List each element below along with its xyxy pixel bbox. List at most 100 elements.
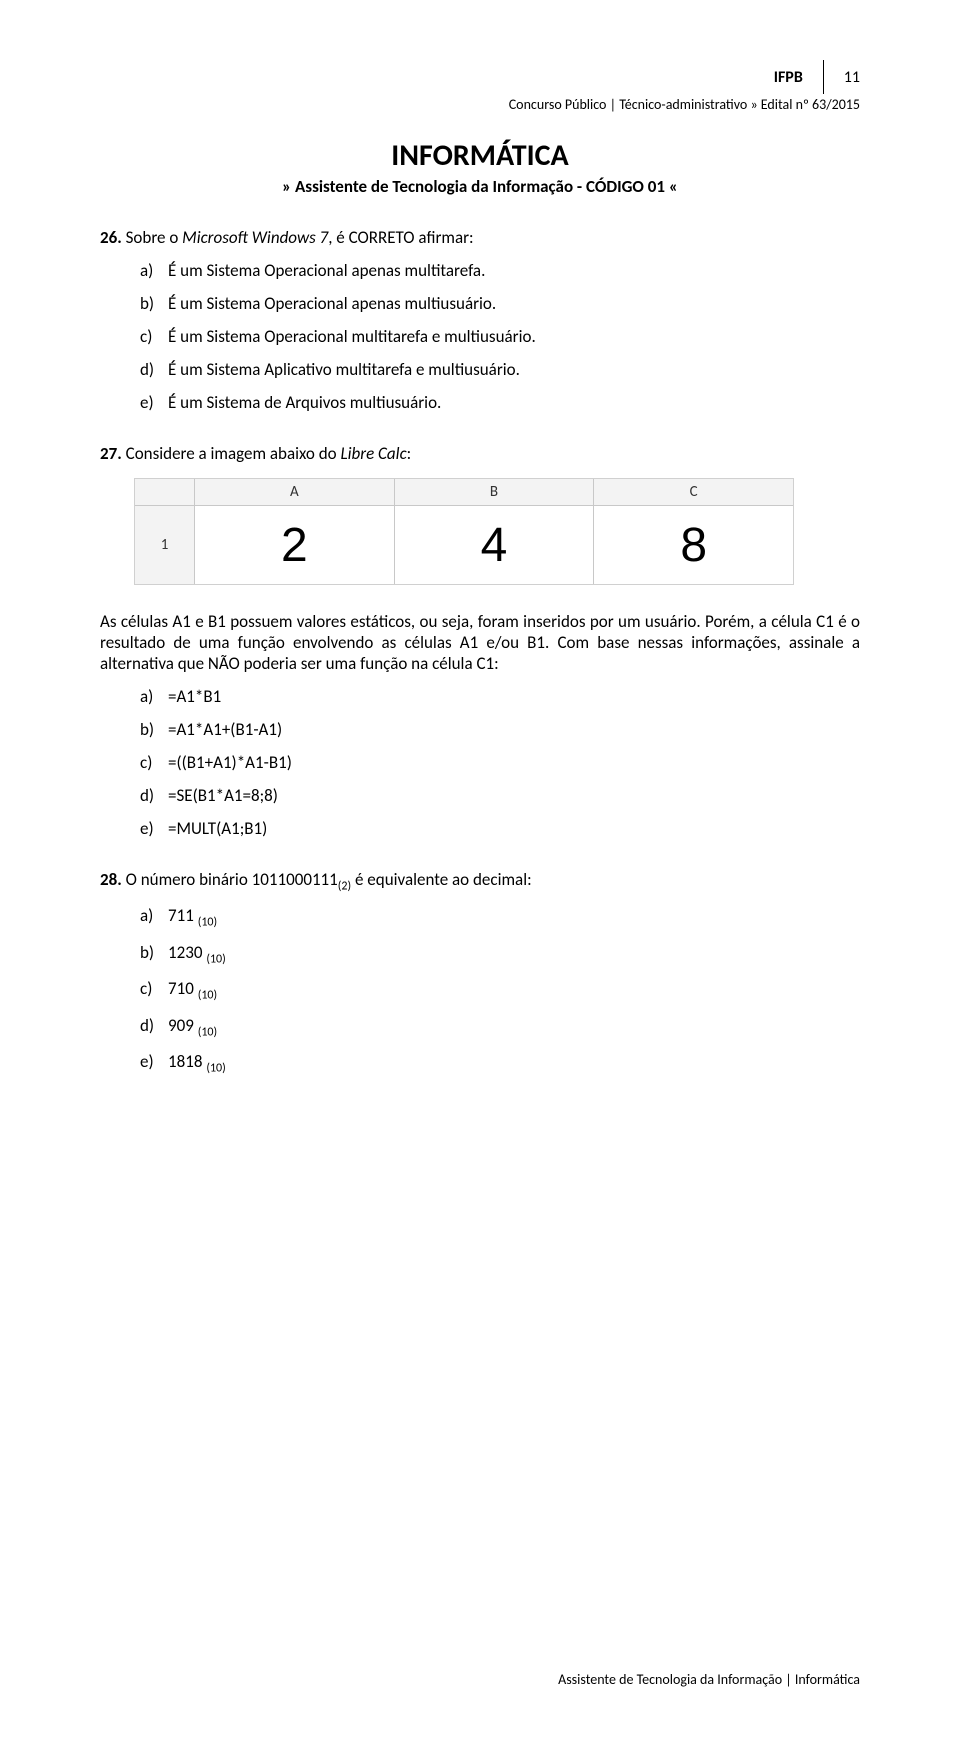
option-text: 1230 (10)	[168, 942, 226, 966]
spreadsheet-row-1: 1 2 4 8	[135, 506, 793, 584]
option-text: É um Sistema de Arquivos multiusuário.	[168, 392, 441, 413]
option-val: 710	[168, 978, 194, 999]
option-letter: a)	[140, 686, 168, 707]
row-header-1: 1	[135, 506, 195, 584]
q26-options: a)É um Sistema Operacional apenas multit…	[100, 260, 860, 413]
spreadsheet-grid: A B C 1 2 4 8	[134, 478, 794, 585]
option-sub: (10)	[198, 989, 217, 1003]
q27-number: 27.	[100, 443, 122, 464]
q28-option-d: d)909 (10)	[140, 1015, 860, 1039]
spreadsheet-figure: A B C 1 2 4 8	[134, 478, 794, 585]
q27-text: 27. Considere a imagem abaixo do Libre C…	[100, 443, 860, 464]
q26-option-a: a)É um Sistema Operacional apenas multit…	[140, 260, 860, 281]
q27-option-d: d)=SE(B1*A1=8;8)	[140, 785, 860, 806]
option-text: 1818 (10)	[168, 1051, 226, 1075]
option-text: É um Sistema Aplicativo multitarefa e mu…	[168, 359, 520, 380]
option-text: =MULT(A1;B1)	[168, 818, 267, 839]
cell-c1: 8	[594, 506, 793, 584]
option-val: 909	[168, 1015, 194, 1036]
q27-option-a: a)=A1*B1	[140, 686, 860, 707]
institution-code: IFPB	[774, 68, 803, 87]
option-letter: d)	[140, 1015, 168, 1036]
option-sub: (10)	[198, 916, 217, 930]
cell-b1: 4	[395, 506, 595, 584]
question-27: 27. Considere a imagem abaixo do Libre C…	[100, 443, 860, 839]
q28-text: 28. O número binário 1011000111(2) é equ…	[100, 869, 860, 893]
question-26: 26. Sobre o Microsoft Windows 7, é CORRE…	[100, 227, 860, 413]
option-text: =A1*A1+(B1-A1)	[168, 719, 282, 740]
q28-option-b: b)1230 (10)	[140, 942, 860, 966]
q27-option-b: b)=A1*A1+(B1-A1)	[140, 719, 860, 740]
option-letter: d)	[140, 785, 168, 806]
option-text: 710 (10)	[168, 978, 217, 1002]
title-main: INFORMÁTICA	[100, 137, 860, 174]
spreadsheet-header-row: A B C	[135, 479, 793, 506]
option-sub: (10)	[206, 1061, 225, 1075]
header-divider	[823, 60, 824, 94]
option-text: É um Sistema Operacional apenas multiusu…	[168, 293, 496, 314]
q26-number: 26.	[100, 227, 122, 248]
q28-options: a)711 (10) b)1230 (10) c)710 (10) d)909 …	[100, 905, 860, 1075]
page-number: 11	[844, 68, 860, 87]
q28-sub1: (2)	[338, 879, 351, 893]
option-letter: e)	[140, 1051, 168, 1072]
q27-italic: Libre Calc	[340, 443, 406, 464]
option-letter: b)	[140, 719, 168, 740]
col-header-c: C	[594, 479, 793, 505]
option-text: 909 (10)	[168, 1015, 217, 1039]
col-header-a: A	[195, 479, 395, 505]
q28-option-a: a)711 (10)	[140, 905, 860, 929]
option-val: 1818	[168, 1051, 202, 1072]
option-letter: b)	[140, 293, 168, 314]
option-letter: d)	[140, 359, 168, 380]
ifpb-line: IFPB 11	[509, 60, 860, 94]
q28-option-c: c)710 (10)	[140, 978, 860, 1002]
q26-before: Sobre o	[126, 227, 183, 248]
option-val: 1230	[168, 942, 202, 963]
q26-option-e: e)É um Sistema de Arquivos multiusuário.	[140, 392, 860, 413]
header-right-block: IFPB 11 Concurso Público | Técnico-admin…	[509, 60, 860, 113]
option-val: 711	[168, 905, 194, 926]
option-letter: e)	[140, 392, 168, 413]
cell-a1: 2	[195, 506, 395, 584]
option-letter: b)	[140, 942, 168, 963]
option-sub: (10)	[198, 1025, 217, 1039]
q28-part1: O número binário 1011000111	[126, 869, 338, 890]
q26-italic: Microsoft Windows 7	[182, 227, 328, 248]
q27-option-e: e)=MULT(A1;B1)	[140, 818, 860, 839]
option-text: =((B1+A1)*A1-B1)	[168, 752, 292, 773]
q26-option-c: c)É um Sistema Operacional multitarefa e…	[140, 326, 860, 347]
q27-after: :	[407, 443, 412, 464]
option-text: É um Sistema Operacional apenas multitar…	[168, 260, 485, 281]
q27-options: a)=A1*B1 b)=A1*A1+(B1-A1) c)=((B1+A1)*A1…	[100, 686, 860, 839]
option-text: =A1*B1	[168, 686, 221, 707]
option-letter: a)	[140, 905, 168, 926]
q26-option-b: b)É um Sistema Operacional apenas multiu…	[140, 293, 860, 314]
q26-after: , é CORRETO afirmar:	[328, 227, 473, 248]
col-header-b: B	[395, 479, 595, 505]
q28-number: 28.	[100, 869, 122, 890]
title-sub: » Assistente de Tecnologia da Informação…	[100, 176, 860, 197]
question-28: 28. O número binário 1011000111(2) é equ…	[100, 869, 860, 1075]
option-letter: c)	[140, 978, 168, 999]
option-letter: e)	[140, 818, 168, 839]
q26-option-d: d)É um Sistema Aplicativo multitarefa e …	[140, 359, 860, 380]
spreadsheet-corner	[135, 479, 195, 505]
q28-part2: é equivalente ao decimal:	[351, 869, 532, 890]
option-text: =SE(B1*A1=8;8)	[168, 785, 278, 806]
option-text: 711 (10)	[168, 905, 217, 929]
q28-option-e: e)1818 (10)	[140, 1051, 860, 1075]
option-letter: c)	[140, 752, 168, 773]
page-header: IFPB 11 Concurso Público | Técnico-admin…	[100, 60, 860, 113]
option-sub: (10)	[206, 952, 225, 966]
option-text: É um Sistema Operacional multitarefa e m…	[168, 326, 536, 347]
q27-explain: As células A1 e B1 possuem valores estát…	[100, 611, 860, 674]
page-footer: Assistente de Tecnologia da Informação |…	[558, 1671, 860, 1688]
q26-text: 26. Sobre o Microsoft Windows 7, é CORRE…	[100, 227, 860, 248]
option-letter: c)	[140, 326, 168, 347]
q27-before: Considere a imagem abaixo do	[126, 443, 341, 464]
option-letter: a)	[140, 260, 168, 281]
q27-option-c: c)=((B1+A1)*A1-B1)	[140, 752, 860, 773]
edital-text: Concurso Público | Técnico-administrativ…	[509, 96, 860, 113]
title-block: INFORMÁTICA » Assistente de Tecnologia d…	[100, 137, 860, 197]
